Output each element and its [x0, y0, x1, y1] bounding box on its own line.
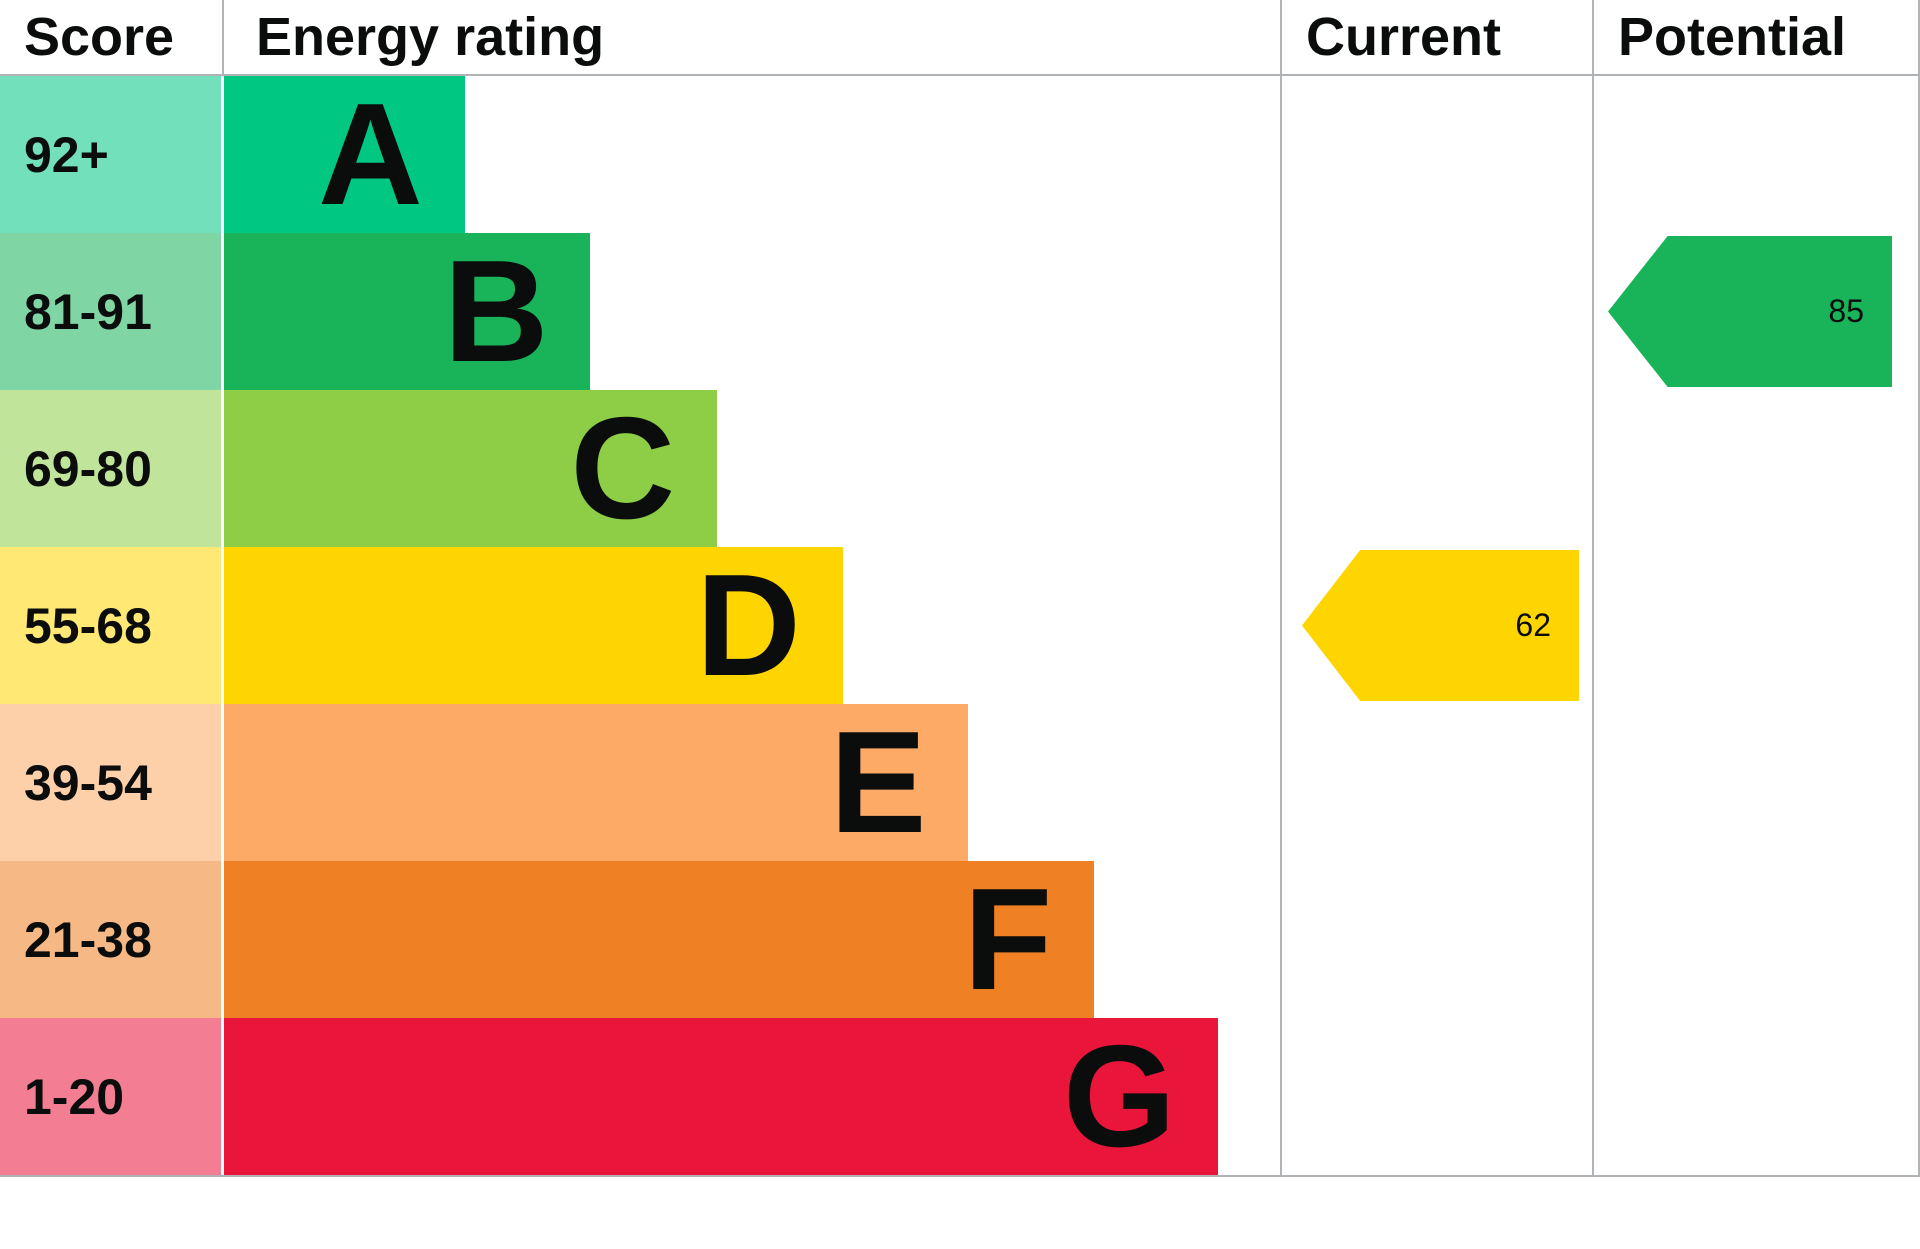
score-cell-e: 39-54	[0, 704, 224, 861]
score-cell-c: 69-80	[0, 390, 224, 547]
current-cell-d: 62	[1280, 547, 1592, 704]
band-row-c: 69-80 C	[0, 390, 1920, 547]
potential-cell-f	[1592, 861, 1920, 1018]
grade-letter-d: D	[696, 544, 801, 706]
potential-cell-c	[1592, 390, 1920, 547]
potential-cell-a	[1592, 76, 1920, 233]
rating-cell-g: G	[224, 1018, 1280, 1175]
grade-letter-c: C	[570, 387, 676, 549]
current-rating-arrow: 62	[1302, 550, 1579, 701]
grade-letter-f: F	[963, 858, 1053, 1020]
header-potential: Potential	[1592, 0, 1920, 74]
band-row-f: 21-38 F	[0, 861, 1920, 1018]
score-cell-f: 21-38	[0, 861, 224, 1018]
band-row-e: 39-54 E	[0, 704, 1920, 861]
score-label-b: 81-91	[24, 283, 152, 340]
rating-bar-e: E	[224, 701, 969, 863]
score-label-c: 69-80	[24, 440, 152, 497]
score-cell-a: 92+	[0, 76, 224, 233]
grade-letter-b: B	[443, 230, 549, 392]
rating-cell-f: F	[224, 861, 1280, 1018]
grade-letter-a: A	[318, 73, 423, 235]
potential-value: 85	[1828, 293, 1864, 329]
potential-cell-g	[1592, 1018, 1920, 1175]
potential-cell-d	[1592, 547, 1920, 704]
current-cell-b	[1280, 233, 1592, 390]
potential-cell-e	[1592, 704, 1920, 861]
header-score: Score	[0, 0, 224, 74]
rating-bar-f: F	[224, 858, 1095, 1020]
current-cell-e	[1280, 704, 1592, 861]
current-cell-c	[1280, 390, 1592, 547]
score-label-a: 92+	[24, 126, 109, 183]
rating-cell-d: D	[224, 547, 1280, 704]
epc-chart: Score Energy rating Current Potential 92…	[0, 0, 1920, 1177]
score-label-d: 55-68	[24, 597, 152, 654]
rating-cell-e: E	[224, 704, 1280, 861]
band-row-b: 81-91 B 85	[0, 233, 1920, 390]
rating-bar-g: G	[224, 1018, 1218, 1175]
current-value: 62	[1515, 607, 1551, 643]
rating-cell-b: B	[224, 233, 1280, 390]
header-row: Score Energy rating Current Potential	[0, 0, 1920, 76]
score-cell-g: 1-20	[0, 1018, 224, 1175]
rating-bar-c: C	[224, 387, 718, 549]
rating-cell-c: C	[224, 390, 1280, 547]
rating-bar-b: B	[224, 230, 591, 392]
grade-letter-e: E	[829, 701, 927, 863]
grade-letter-g: G	[1062, 1015, 1176, 1177]
rating-bar-d: D	[224, 547, 843, 704]
band-row-g: 1-20 G	[0, 1018, 1920, 1175]
score-cell-b: 81-91	[0, 233, 224, 390]
score-cell-d: 55-68	[0, 547, 224, 704]
rating-bar-a: A	[224, 76, 465, 233]
current-cell-g	[1280, 1018, 1592, 1175]
header-energy-rating: Energy rating	[256, 7, 605, 67]
current-cell-f	[1280, 861, 1592, 1018]
score-label-f: 21-38	[24, 911, 152, 968]
potential-cell-b: 85	[1592, 233, 1920, 390]
rating-cell-a: A	[224, 76, 1280, 233]
band-row-d: 55-68 D 62	[0, 547, 1920, 704]
score-label-e: 39-54	[24, 754, 152, 811]
header-current: Current	[1280, 0, 1592, 74]
potential-rating-arrow: 85	[1608, 236, 1892, 387]
score-label-g: 1-20	[24, 1068, 125, 1125]
band-row-a: 92+ A	[0, 76, 1920, 233]
current-cell-a	[1280, 76, 1592, 233]
